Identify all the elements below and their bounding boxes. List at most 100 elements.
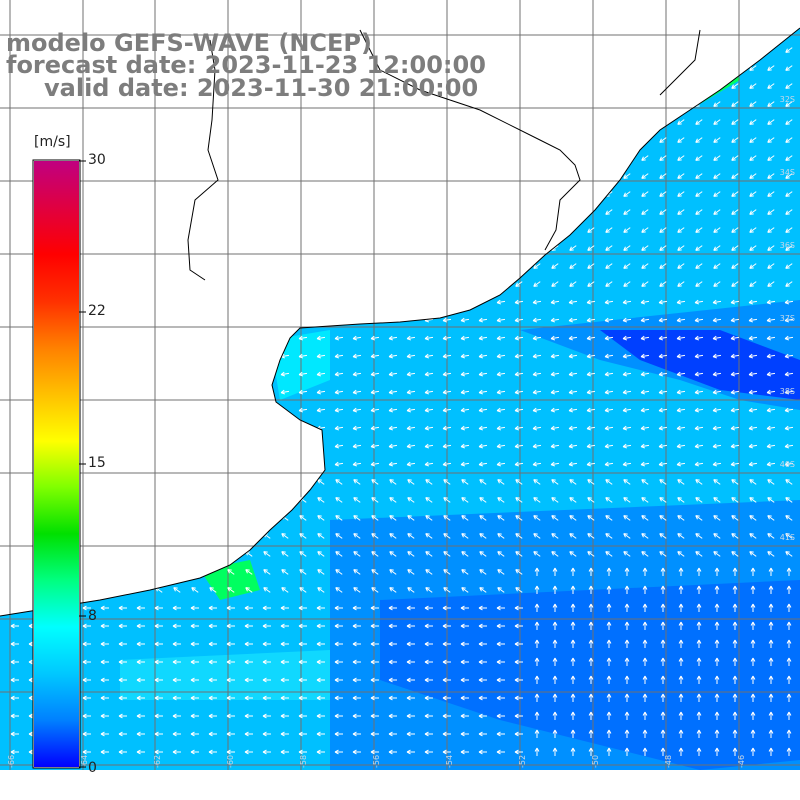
wind-arrow (226, 605, 235, 611)
wind-arrow (424, 335, 434, 341)
wind-arrow (749, 83, 757, 89)
wind-arrow (334, 695, 343, 701)
wind-arrow (731, 101, 739, 107)
wind-arrow (677, 245, 685, 251)
wind-arrows (10, 47, 794, 756)
wind-arrow (623, 173, 631, 179)
wind-arrow (786, 729, 792, 738)
wind-arrow (678, 603, 684, 612)
wind-arrow (749, 173, 757, 179)
wind-arrow (749, 551, 757, 557)
wind-arrow (424, 749, 433, 755)
wind-arrow (172, 641, 181, 647)
wind-arrow (226, 731, 235, 737)
wind-arrow (496, 425, 506, 431)
wind-arrow (442, 623, 451, 629)
wind-arrow (640, 389, 650, 395)
wind-arrow (227, 569, 235, 575)
wind-arrow (172, 713, 181, 719)
wind-arrow (767, 245, 775, 251)
border-line (359, 29, 581, 251)
wind-arrow (550, 371, 560, 377)
wind-arrow (713, 137, 721, 143)
colorbar-unit: [m/s] (34, 134, 71, 150)
wind-arrow (659, 227, 667, 233)
wind-arrow (569, 533, 577, 539)
wind-arrow (551, 551, 559, 557)
wind-arrow (388, 659, 397, 665)
wind-arrow (371, 587, 379, 593)
latitude-label: 41S (780, 533, 795, 542)
longitude-label: -52 (518, 755, 527, 768)
wind-arrow (389, 569, 397, 575)
wind-arrow (334, 677, 343, 683)
wind-arrow (750, 747, 756, 756)
wind-arrow (732, 639, 738, 648)
wind-arrow (624, 711, 630, 720)
wind-arrow (262, 605, 271, 611)
wind-arrow (748, 353, 758, 359)
wind-arrow (245, 587, 253, 593)
wind-arrow (677, 209, 685, 215)
wind-arrow (550, 461, 560, 467)
wind-arrow (478, 677, 487, 683)
wind-arrow (479, 497, 487, 503)
wind-arrow (190, 731, 199, 737)
wind-arrow (514, 713, 523, 719)
wind-arrow (514, 317, 524, 323)
wind-arrow (785, 533, 793, 539)
wind-arrow (767, 173, 775, 179)
colorbar-tick-8: 8 (88, 608, 97, 624)
wind-arrow (226, 659, 235, 665)
wind-arrow (587, 479, 595, 485)
wind-arrow (478, 407, 488, 413)
wind-arrow (478, 641, 487, 647)
wind-arrow (694, 425, 704, 431)
wind-arrow (460, 407, 470, 413)
wind-arrow (588, 603, 594, 612)
wind-arrow (622, 353, 632, 359)
wind-arrow (118, 749, 127, 755)
wind-arrow (172, 659, 181, 665)
wind-arrow (154, 605, 163, 611)
wind-arrow (460, 443, 470, 449)
title-forecast-date: forecast date: 2023-11-23 12:00:00 (6, 51, 486, 79)
wind-arrow (623, 533, 631, 539)
wind-arrow (154, 623, 163, 629)
wind-arrow (515, 569, 523, 575)
wind-arrow (640, 335, 650, 341)
wind-arrow (588, 639, 594, 648)
wind-arrow (154, 749, 163, 755)
wind-arrow (677, 137, 685, 143)
wind-arrow (768, 585, 774, 594)
wind-arrow (732, 603, 738, 612)
wind-arrow (694, 353, 704, 359)
wind-arrow (660, 693, 666, 702)
wind-arrow (588, 747, 594, 756)
wind-arrow (136, 605, 145, 611)
wind-arrow (334, 371, 344, 377)
wind-speed-patch (620, 40, 800, 200)
wind-arrow (461, 533, 469, 539)
wind-arrow (677, 173, 685, 179)
wind-arrow (389, 587, 397, 593)
latitude-label: 38S (780, 387, 795, 396)
wind-arrow (676, 425, 686, 431)
wind-arrow (100, 605, 109, 611)
wind-arrow (388, 605, 397, 611)
wind-arrow (677, 263, 685, 269)
wind-arrow (406, 407, 416, 413)
wind-arrow (442, 371, 452, 377)
wind-arrow (623, 191, 631, 197)
wind-arrow (659, 191, 667, 197)
wind-arrow (334, 749, 343, 755)
wind-arrow (352, 461, 362, 467)
wind-arrow (118, 623, 127, 629)
wind-arrow (784, 461, 794, 467)
wind-arrow (352, 353, 362, 359)
wind-arrow (82, 623, 91, 629)
wind-arrow (514, 749, 523, 755)
wind-arrow (425, 497, 433, 503)
wind-arrow (569, 551, 577, 557)
wind-arrow (118, 659, 127, 665)
